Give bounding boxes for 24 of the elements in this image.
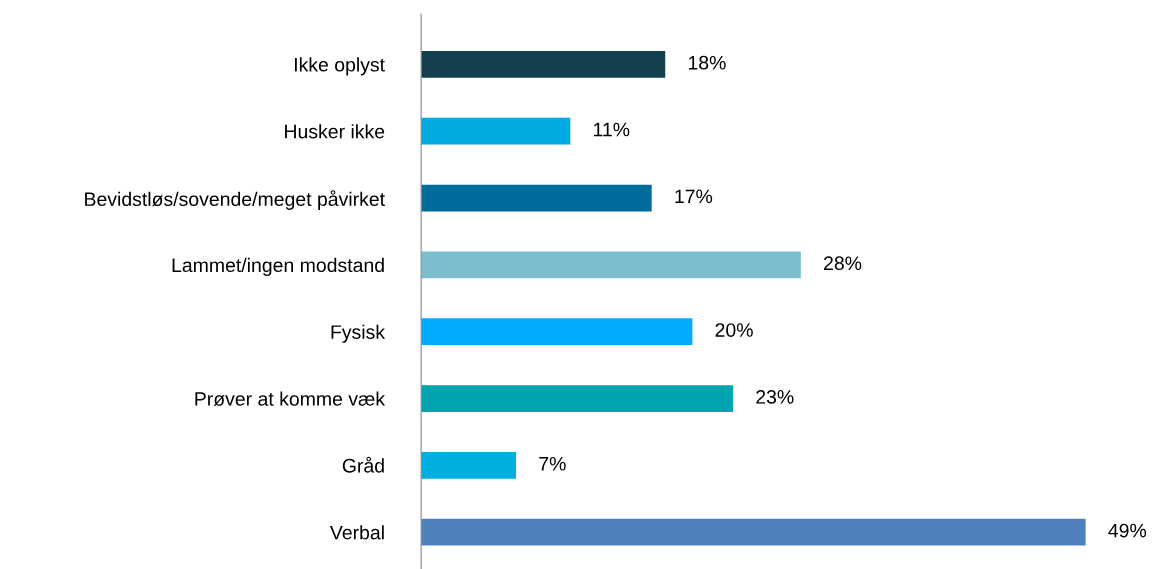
data-label: 7%: [539, 456, 566, 471]
data-label: 18%: [688, 55, 726, 70]
data-label: 17%: [675, 189, 713, 204]
bar: [421, 117, 571, 145]
y-tick-label: Bevidstløs/sovende/meget påvirket: [85, 190, 385, 210]
bar: [421, 184, 652, 212]
data-label: 11%: [594, 122, 630, 137]
data-label: 20%: [715, 323, 753, 337]
y-tick-label: Verbal: [329, 525, 384, 540]
bar: [421, 452, 517, 479]
y-tick-label: Ikke oplyst: [294, 57, 385, 76]
data-label: 49%: [1108, 523, 1147, 538]
y-tick-label: Prøver at komme væk: [195, 391, 386, 406]
y-tick-label: Gråd: [342, 456, 384, 473]
bar: [421, 251, 801, 279]
y-tick-label: Lammet/ingen modstand: [172, 257, 384, 276]
y-tick-label: Husker ikke: [285, 124, 385, 139]
data-label: 28%: [824, 256, 862, 271]
bar: [421, 50, 666, 78]
data-label: 23%: [756, 390, 794, 404]
bar: [421, 318, 693, 346]
y-tick-label: Fysisk: [331, 324, 386, 343]
bar: [421, 385, 734, 412]
bar: [421, 518, 1086, 546]
